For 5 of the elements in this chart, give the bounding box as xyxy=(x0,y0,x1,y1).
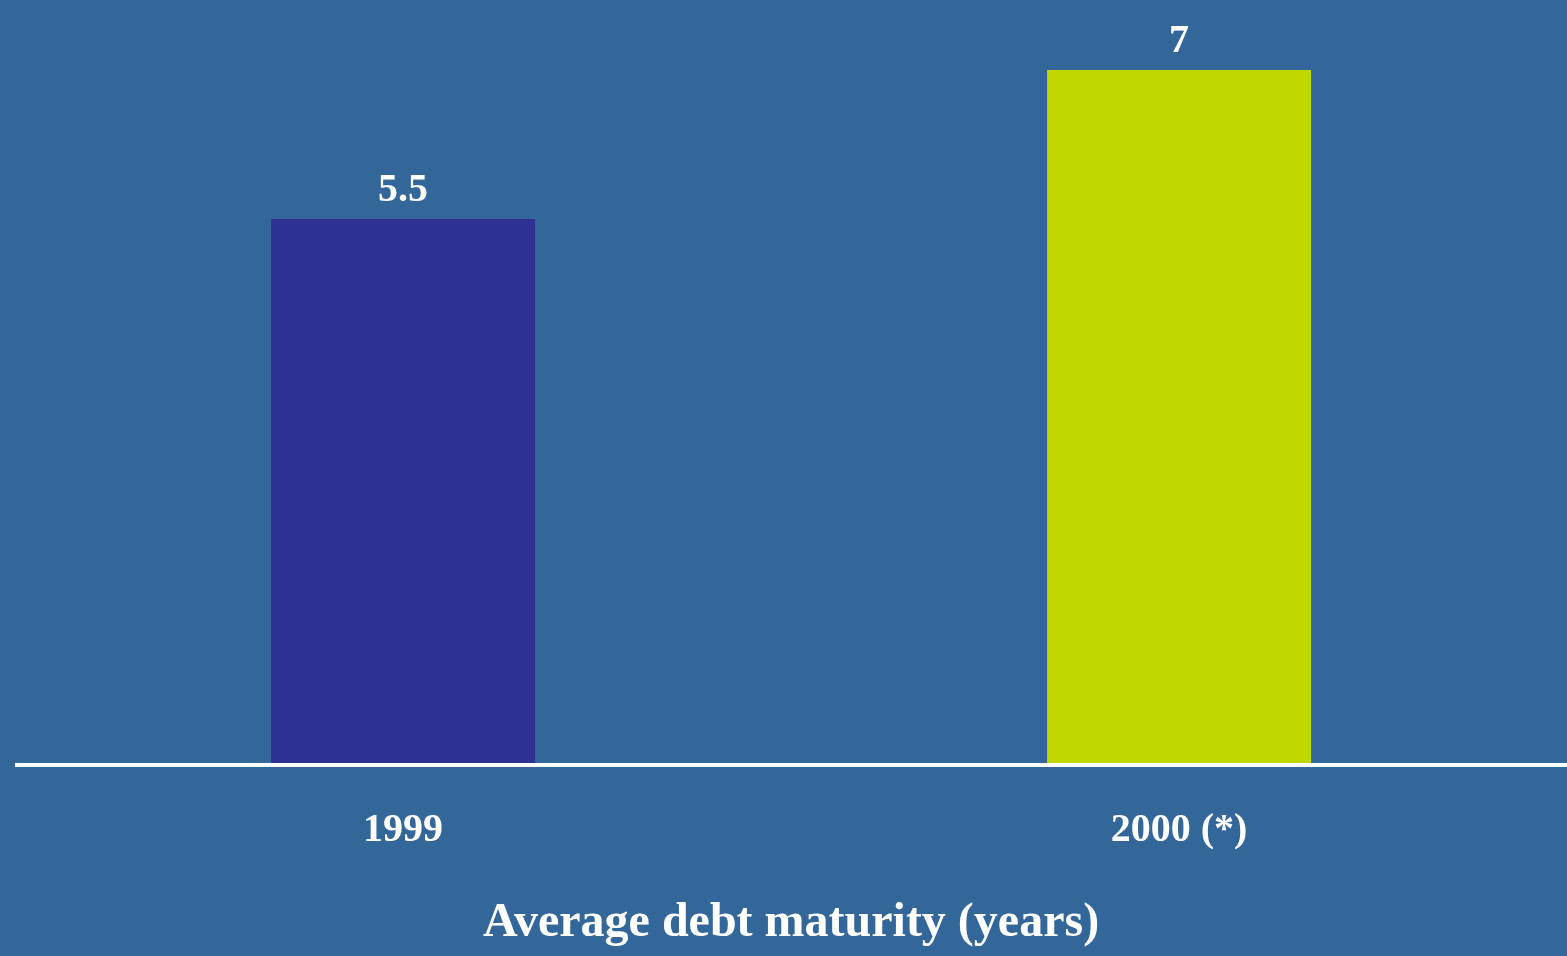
x-tick-label: 1999 xyxy=(363,805,443,851)
x-axis-title: Average debt maturity (years) xyxy=(482,893,1100,947)
x-tick-label: 2000 (*) xyxy=(1110,805,1248,851)
data-label: 7 xyxy=(1169,16,1190,61)
data-label: 5.5 xyxy=(378,164,429,210)
